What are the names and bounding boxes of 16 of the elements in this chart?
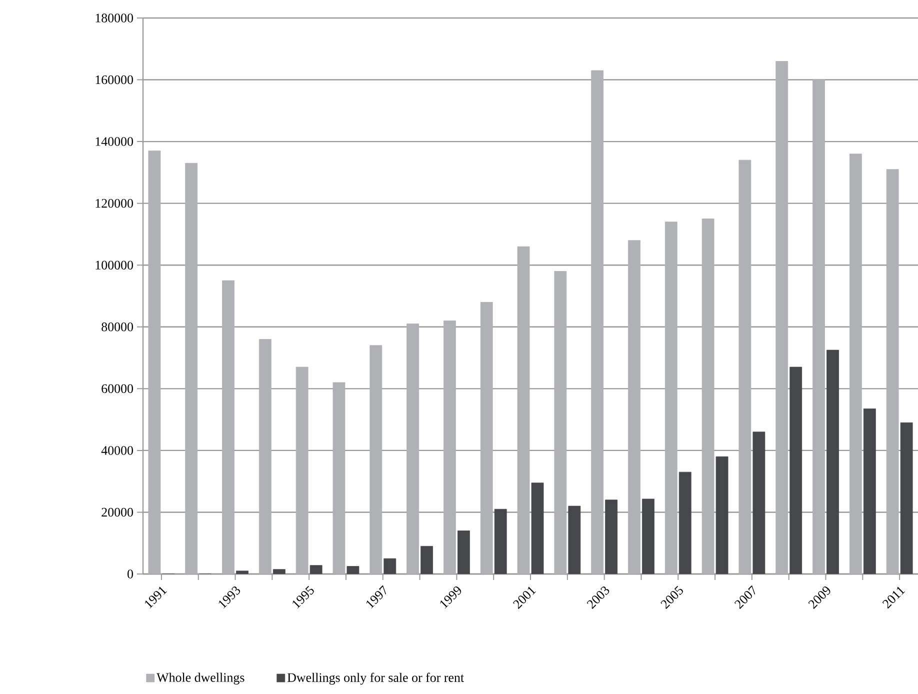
y-tick-label: 60000: [102, 384, 134, 394]
y-tick-label: 140000: [96, 137, 134, 146]
y-tick-label: 180000: [96, 14, 134, 22]
legend-label: Dwellings only for sale or for rent: [287, 672, 464, 685]
x-tick-label: 2011: [882, 586, 906, 609]
y-tick-label: 120000: [96, 198, 134, 208]
y-tick-label: 80000: [102, 322, 134, 332]
legend-label: Whole dwellings: [156, 672, 244, 685]
y-tick-label: 160000: [96, 75, 134, 84]
y-tick-label: 40000: [101, 446, 134, 455]
x-tick-label: 1999: [440, 586, 462, 609]
y-tick-label: 0: [128, 570, 134, 578]
y-tick-label: 100000: [96, 260, 134, 270]
x-tick-label: 1993: [218, 586, 240, 609]
y-tick-label: 20000: [102, 508, 134, 517]
x-tick-label: 1991: [144, 586, 167, 609]
